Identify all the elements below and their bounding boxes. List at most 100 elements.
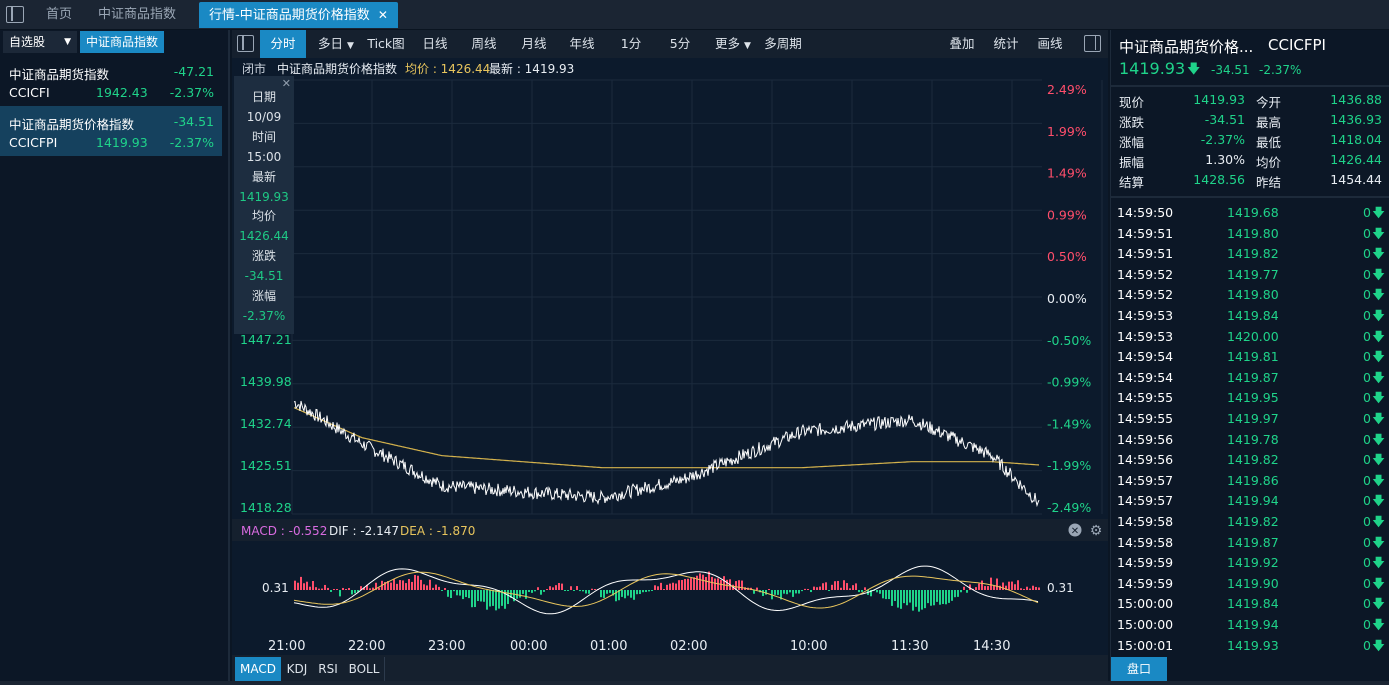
tick-volume: 0 (1363, 514, 1371, 529)
macd-bar (948, 590, 950, 603)
percent-tick: 0.00% (1047, 291, 1087, 306)
macd-bar (1005, 585, 1007, 590)
macd-bar (504, 590, 506, 609)
tick-row: 14:59:57 1419.86 0 🡇 (1111, 470, 1389, 491)
tab-rsi[interactable]: RSI (318, 662, 338, 676)
period-1min[interactable]: 1分 (620, 36, 642, 51)
macd-bar (408, 579, 410, 590)
macd-bar (849, 588, 851, 590)
macd-bar (993, 585, 995, 590)
tick-row: 15:00:00 1419.94 0 🡇 (1111, 614, 1389, 635)
period-more[interactable]: 更多 ▼ (706, 30, 760, 58)
period-5min[interactable]: 5分 (669, 36, 691, 51)
quote-label: 现价 (1119, 95, 1145, 110)
tab-home[interactable]: 首页 (46, 7, 73, 22)
tick-time: 14:59:55 (1117, 411, 1174, 426)
period-day[interactable]: 日线 (422, 36, 448, 51)
tick-price: 1419.92 (1227, 555, 1279, 571)
macd-bar (942, 590, 944, 605)
macd-bar (294, 580, 296, 590)
period-intraday[interactable]: 分时 (260, 30, 306, 58)
macd-bar (1038, 587, 1040, 590)
macd-bar (417, 575, 419, 590)
tab-quote-active[interactable]: 行情-中证商品期货价格指数 ✕ (199, 2, 398, 28)
macd-bar (639, 590, 641, 594)
macd-bar (636, 590, 638, 595)
macd-bar (846, 583, 848, 590)
market-status: 闭市 (242, 61, 266, 76)
side-panel-icon[interactable] (1084, 35, 1101, 52)
period-tick[interactable]: Tick图 (367, 36, 405, 51)
macd-bar (975, 587, 977, 590)
macd-bar (657, 586, 659, 590)
arrow-down-icon: 🡇 (1372, 390, 1385, 406)
macd-bar (960, 590, 962, 593)
quote-row: 振幅 1.30% 均价 1426.44 (1111, 150, 1389, 170)
list-item[interactable]: 中证商品期货指数 -47.21 CCICFI 1942.43 -2.37% (0, 56, 222, 106)
quote-table: 现价 1419.93 今开 1436.88 涨跌 -34.51 最高 1436.93 涨幅 -2.… (1111, 90, 1389, 192)
macd-bar (828, 590, 830, 591)
overlay-button[interactable]: 叠加 (949, 36, 975, 51)
tick-time: 14:59:51 (1117, 225, 1174, 241)
tab-boll[interactable]: BOLL (348, 662, 380, 676)
tick-volume: 0 (1363, 328, 1371, 344)
percent-tick: -0.50% (1047, 333, 1091, 348)
sidebar-toggle-icon[interactable] (6, 6, 24, 23)
list-item-selected[interactable]: 中证商品期货价格指数 -34.51 CCICFPI 1419.93 -2.37% (0, 106, 222, 156)
macd-bar (720, 579, 722, 590)
macd-bar (378, 587, 380, 590)
tooltip-line: 1426.44 (239, 229, 289, 244)
quote-value: 1436.93 (1330, 112, 1382, 127)
macd-bar (663, 589, 665, 590)
tooltip-line: 1419.93 (239, 189, 289, 204)
order-book-tab[interactable]: 盘口 (1111, 657, 1167, 681)
tick-list[interactable]: 14:59:50 1419.68 0 🡇 14:59:51 1419.80 0 🡇 14:59:… (1111, 202, 1389, 654)
draw-button[interactable]: 画线 (1037, 36, 1063, 51)
macd-bar (735, 581, 737, 590)
time-tick: 22:00 (348, 639, 385, 654)
period-multiday[interactable]: 多日 ▼ (310, 30, 362, 58)
macd-axis-left: 0.31 (262, 581, 289, 595)
macd-bar (627, 590, 629, 596)
period-week[interactable]: 周线 (471, 36, 497, 51)
close-icon[interactable]: ✕ (1068, 523, 1082, 538)
tab-ccic-list[interactable]: 中证商品指数 (80, 31, 165, 53)
tooltip-line: 最新 (251, 169, 276, 184)
tick-row: 14:59:59 1419.92 0 🡇 (1111, 552, 1389, 573)
period-multiday-label: 多日 (318, 36, 344, 51)
macd-bar (615, 590, 617, 602)
macd-bar (903, 590, 905, 604)
period-month[interactable]: 月线 (521, 36, 547, 51)
macd-bar (414, 574, 416, 590)
tick-row: 14:59:54 1419.87 0 🡇 (1111, 367, 1389, 388)
close-icon[interactable]: ✕ (281, 77, 291, 90)
macd-bar (552, 587, 554, 590)
close-icon[interactable]: ✕ (377, 8, 388, 22)
tick-time: 14:59:58 (1117, 534, 1174, 550)
macd-bar (360, 586, 362, 590)
intraday-chart[interactable]: 闭市 中证商品期货价格指数 均价 : 1426.44 最新 : 1419.93 … (232, 58, 1108, 655)
tick-price: 1419.94 (1227, 617, 1279, 632)
macd-bar (1023, 588, 1025, 590)
panel-toggle-icon[interactable] (237, 35, 254, 52)
tab-macd[interactable]: MACD (235, 657, 281, 681)
tab-kdj[interactable]: KDJ (286, 662, 308, 676)
tab-watchlist[interactable]: 自选股 ▼ (3, 31, 77, 53)
macd-bar (837, 580, 839, 590)
macd-bar (540, 590, 542, 595)
settings-gear-icon[interactable]: ⚙ (1090, 523, 1103, 539)
item-code: CCICFI (9, 85, 50, 100)
stats-button[interactable]: 统计 (993, 36, 1019, 51)
tick-volume: 0 (1363, 266, 1371, 282)
quote-value: 1428.56 (1193, 172, 1245, 187)
macd-bar (930, 590, 932, 606)
tick-price: 1419.87 (1227, 369, 1279, 385)
tab-ccic-index[interactable]: 中证商品指数 (98, 7, 177, 22)
macd-bar (825, 582, 827, 590)
quote-row: 现价 1419.93 今开 1436.88 (1111, 90, 1389, 110)
percent-tick: 0.50% (1047, 249, 1087, 264)
period-multi[interactable]: 多周期 (764, 36, 802, 51)
quote-value: 1454.44 (1330, 172, 1382, 187)
period-year[interactable]: 年线 (569, 36, 595, 51)
macd-bar (576, 586, 578, 590)
